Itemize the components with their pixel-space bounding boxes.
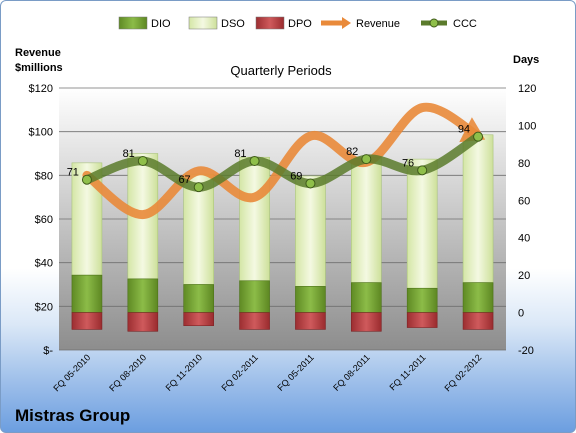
ccc-point (361, 154, 372, 165)
labels-group: 71 81 67 81 69 82 76 94 (67, 124, 470, 187)
legend-swatch (255, 16, 285, 30)
company-name: Mistras Group (15, 406, 131, 425)
bar-dio (239, 280, 270, 313)
ccc-point (305, 178, 316, 189)
ccc-point (81, 174, 92, 185)
ccc-point (137, 155, 148, 166)
y-left-tick-label: $120 (29, 83, 53, 95)
y-right-tick-label: 0 (518, 308, 524, 320)
ccc-data-label: 81 (123, 148, 135, 160)
y-right-tick-label: 60 (518, 195, 530, 207)
bar-dpo (183, 312, 214, 326)
bar-dso (351, 156, 382, 283)
legend-label: CCC (453, 18, 477, 30)
legend: DIO DSO DPO Revenue CCC (118, 16, 477, 30)
bar-dso (406, 158, 438, 289)
legend-label: DSO (221, 18, 245, 30)
legend-swatch-revenue-arrow (342, 17, 351, 29)
y-left-tick-label: $60 (35, 214, 53, 226)
x-tick-label: FQ 11-2010 (164, 352, 205, 393)
x-tick-label: FQ 02-2011 (219, 352, 260, 393)
bar-dio (183, 284, 214, 313)
legend-label: DPO (288, 18, 312, 30)
ccc-data-label: 94 (458, 124, 470, 136)
y-left-title-line2: $millions (15, 62, 63, 74)
bar-dpo (127, 312, 159, 332)
legend-label: DIO (151, 18, 171, 30)
y-right-tick-label: 40 (518, 233, 530, 245)
bar-dso (462, 134, 494, 283)
bar-dso (239, 156, 270, 282)
y-right-tick-label: 20 (518, 270, 530, 282)
bar-dio (71, 274, 103, 313)
bar-dpo (351, 312, 382, 332)
y-left-tick-label: $- (43, 345, 53, 357)
ccc-point (473, 131, 484, 142)
y-right-tick-label: -20 (518, 345, 534, 357)
legend-swatch-ccc-point (429, 18, 439, 28)
ccc-data-label: 71 (67, 167, 79, 179)
x-tick-label: FQ 05-2011 (275, 352, 316, 393)
bar-dio (295, 286, 326, 313)
x-tick-label: FQ 08-2011 (331, 352, 372, 393)
bar-dio (127, 278, 159, 313)
revenue-line (82, 102, 483, 220)
x-tick-label: FQ 11-2011 (388, 352, 428, 392)
y-right-tick-label: 80 (518, 158, 530, 170)
y-right-tick-label: 100 (518, 120, 536, 132)
lines-group (81, 102, 486, 220)
ccc-data-label: 69 (290, 170, 302, 182)
bar-dpo (295, 312, 326, 330)
bar-dso (295, 175, 326, 287)
legend-swatch (188, 16, 218, 30)
ccc-data-label: 67 (178, 174, 190, 186)
ccc-data-label: 82 (346, 146, 358, 158)
legend-swatch (118, 16, 148, 30)
y-left-tick-label: $20 (35, 301, 53, 313)
y-left-tick-label: $80 (35, 170, 53, 182)
bar-dio (462, 282, 494, 313)
bar-dpo (239, 312, 270, 330)
bar-dpo (406, 312, 438, 328)
y-right-title: Days (513, 54, 539, 66)
bar-dso (183, 173, 214, 285)
ccc-point (417, 165, 428, 176)
bar-dpo (71, 312, 103, 330)
x-tick-label: FQ 02-2012 (442, 352, 483, 393)
bar-dio (351, 282, 382, 313)
x-tick-label: FQ 08-2010 (107, 352, 148, 393)
chart-subtitle: Quarterly Periods (230, 63, 332, 78)
bar-dio (406, 287, 438, 313)
ccc-data-label: 76 (402, 157, 414, 169)
ccc-data-label: 81 (234, 148, 246, 160)
y-right-tick-label: 120 (518, 83, 536, 95)
legend-label: Revenue (356, 18, 400, 30)
ccc-point (249, 155, 260, 166)
x-tick-label: FQ 05-2010 (51, 352, 92, 393)
y-left-title-line1: Revenue (15, 47, 61, 59)
y-left-tick-label: $100 (29, 127, 53, 139)
y-left-tick-label: $40 (35, 258, 53, 270)
ccc-point (193, 182, 204, 193)
bar-dpo (462, 312, 494, 330)
